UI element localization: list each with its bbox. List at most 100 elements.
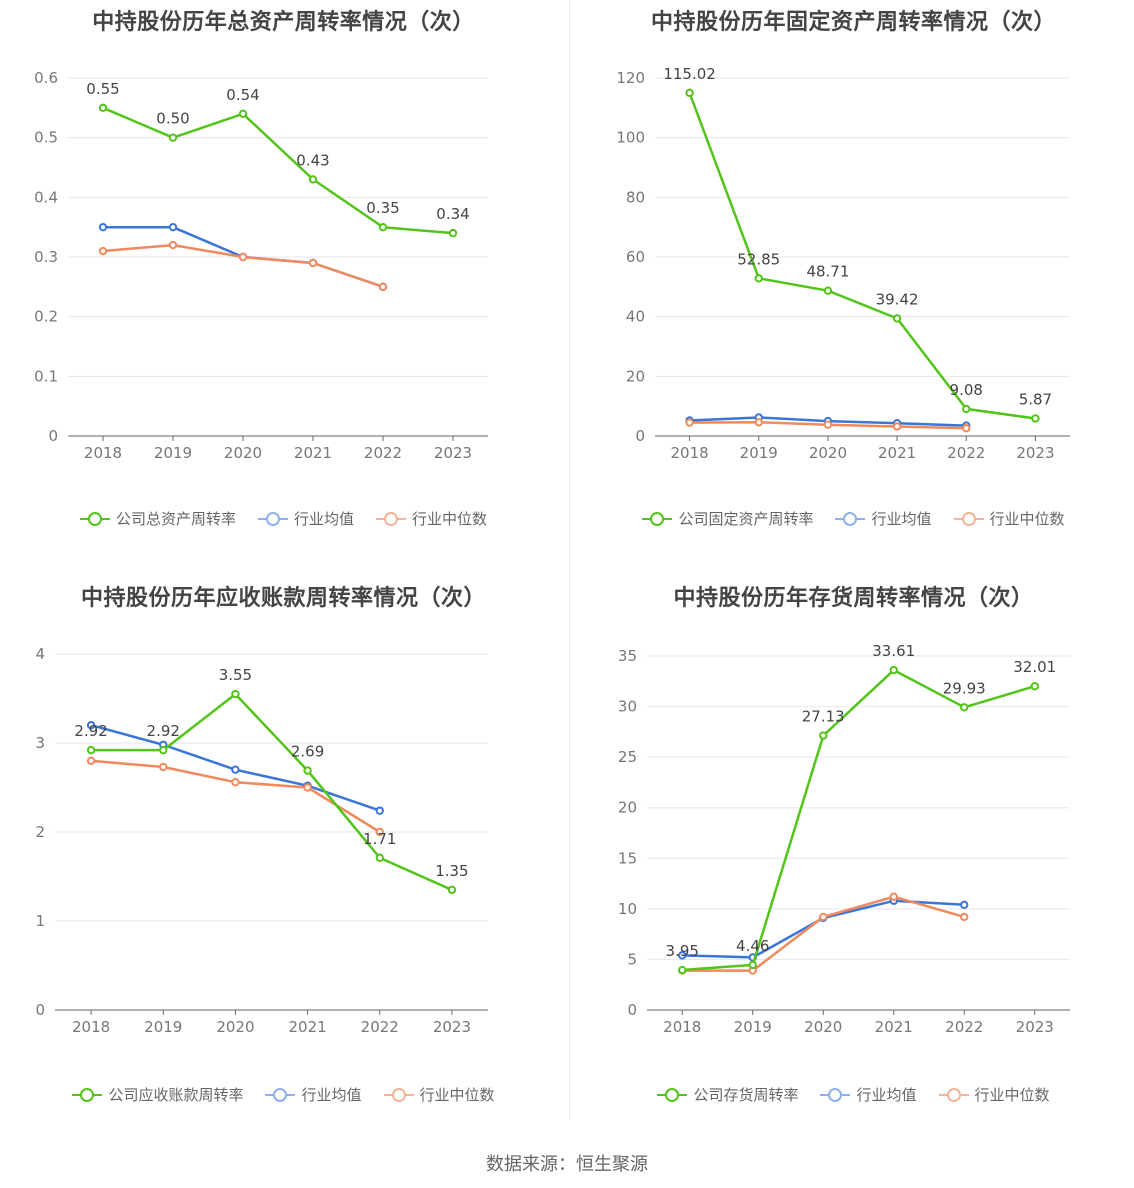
data-label: 115.02 (663, 65, 716, 83)
y-tick-label: 0.5 (34, 129, 58, 147)
legend-item-average-series[interactable]: 行业均值 (265, 1084, 362, 1105)
x-tick-label: 2018 (72, 1018, 110, 1036)
legend-item-median-series[interactable]: 行业中位数 (938, 1084, 1050, 1105)
median-series-point (892, 422, 902, 431)
median-series-line (102, 243, 384, 288)
legend-swatch-icon (376, 511, 406, 526)
legend-item-average-series[interactable]: 行业均值 (835, 508, 932, 529)
legend-item-company-series[interactable]: 公司存货周转率 (657, 1084, 798, 1105)
y-tick-label: 35 (618, 647, 637, 665)
data-label: 1.71 (363, 830, 396, 848)
median-series-point (375, 827, 384, 837)
x-tick-label: 2020 (804, 1018, 842, 1036)
data-label: 3.95 (666, 942, 699, 960)
average-series-point (168, 222, 178, 232)
company-series-point (960, 703, 969, 712)
legend-label: 公司固定资产周转率 (678, 510, 814, 528)
legend-item-average-series[interactable]: 行业均值 (820, 1084, 917, 1105)
chart-title: 中持股份历年应收账款周转率情况（次） (80, 586, 486, 611)
legend-item-median-series[interactable]: 行业中位数 (376, 508, 487, 529)
median-series-point (819, 912, 828, 922)
x-tick-label: 2023 (434, 444, 472, 462)
legend-label: 行业均值 (301, 1086, 362, 1104)
x-tick-label: 2019 (144, 1018, 182, 1036)
x-tick-label: 2018 (84, 444, 122, 462)
y-tick-label: 0 (35, 1001, 45, 1019)
x-tick-label: 2019 (734, 1018, 772, 1036)
y-tick-label: 5 (627, 950, 637, 968)
y-tick-label: 0 (635, 427, 645, 445)
company-series-point (98, 103, 108, 113)
chart-legend: 公司总资产周转率 行业均值 行业中位数 (0, 508, 567, 529)
data-label: 0.43 (296, 151, 329, 169)
x-tick-label: 2020 (809, 444, 847, 462)
company-series-point (1030, 682, 1039, 691)
y-tick-label: 4 (35, 645, 45, 663)
legend-swatch-icon (820, 1087, 851, 1102)
median-series-point (159, 762, 168, 772)
legend-item-average-series[interactable]: 行业均值 (257, 508, 354, 529)
chart-title: 中持股份历年存货周转率情况（次） (673, 586, 1034, 611)
median-series-point (378, 282, 388, 292)
company-series-point (159, 745, 168, 755)
company-series-line (688, 92, 1036, 420)
legend-swatch-icon (383, 1087, 414, 1102)
chart-legend: 公司固定资产周转率 行业均值 行业中位数 (570, 508, 1134, 529)
median-series-point (303, 783, 312, 792)
x-tick-label: 2022 (947, 444, 985, 462)
chart-legend: 公司存货周转率 行业均值 行业中位数 (570, 1084, 1134, 1105)
y-tick-label: 0 (627, 1001, 637, 1019)
legend-item-company-series[interactable]: 公司固定资产周转率 (642, 508, 813, 529)
x-tick-label: 2023 (1016, 1018, 1054, 1036)
panel-divider (569, 0, 570, 1120)
data-label: 48.71 (806, 263, 849, 281)
median-series-point (231, 777, 240, 787)
data-label: 5.87 (1019, 390, 1052, 408)
chart-panel-receivables-turnover: 中持股份历年应收账款周转率情况（次） 0 1 2 3 4 2018 2019 2020 2021… (0, 576, 567, 1151)
legend-item-median-series[interactable]: 行业中位数 (383, 1084, 495, 1105)
legend-swatch-icon (835, 511, 866, 526)
chart-legend: 公司应收账款周转率 行业均值 行业中位数 (0, 1084, 567, 1105)
x-tick-label: 2021 (878, 444, 916, 462)
x-tick-label: 2023 (433, 1018, 471, 1036)
chart-panel-inventory-turnover: 中持股份历年存货周转率情况（次） 0 5 10 15 20 25 30 35 2018 2019 2… (570, 576, 1134, 1151)
chart-title: 中持股份历年固定资产周转率情况（次） (650, 10, 1056, 35)
company-series-point (308, 175, 318, 184)
legend-item-median-series[interactable]: 行业中位数 (953, 508, 1065, 529)
company-series-point (889, 665, 898, 675)
legend-swatch-icon (938, 1087, 969, 1102)
data-label: 33.61 (872, 642, 915, 660)
company-series-point (1031, 414, 1040, 423)
legend-item-company-series[interactable]: 公司应收账款周转率 (72, 1084, 243, 1105)
company-series-point (819, 731, 828, 740)
average-series-point (960, 900, 969, 910)
x-tick-label: 2021 (875, 1018, 913, 1036)
company-series-line (102, 106, 454, 235)
median-series-point (308, 258, 318, 268)
y-tick-label: 2 (35, 823, 45, 841)
legend-item-company-series[interactable]: 公司总资产周转率 (79, 508, 236, 529)
x-tick-label: 2022 (945, 1018, 983, 1036)
average-series-point (98, 222, 108, 232)
data-label: 29.93 (943, 679, 986, 697)
data-label: 0.54 (226, 86, 259, 104)
data-label: 27.13 (802, 708, 845, 726)
company-series-point (447, 885, 457, 895)
company-series-point (754, 274, 763, 283)
data-label: 0.34 (436, 205, 469, 223)
median-series-point (168, 240, 178, 250)
y-tick-label: 30 (618, 698, 637, 716)
median-series-point (238, 252, 248, 262)
x-tick-label: 2018 (670, 444, 708, 462)
company-series-point (448, 228, 458, 238)
legend-label: 行业均值 (293, 510, 354, 528)
median-series-point (823, 420, 833, 429)
company-series-point (678, 965, 687, 975)
legend-label: 公司应收账款周转率 (108, 1086, 244, 1104)
y-tick-label: 80 (626, 188, 645, 206)
median-series-point (685, 418, 694, 427)
y-tick-label: 120 (616, 69, 645, 87)
y-tick-label: 20 (626, 367, 645, 385)
line-chart: 0 0.1 0.2 0.3 0.4 0.5 0.6 2018 2019 2020 2021 2022 2… (34, 69, 488, 462)
data-label: 0.35 (366, 199, 399, 217)
